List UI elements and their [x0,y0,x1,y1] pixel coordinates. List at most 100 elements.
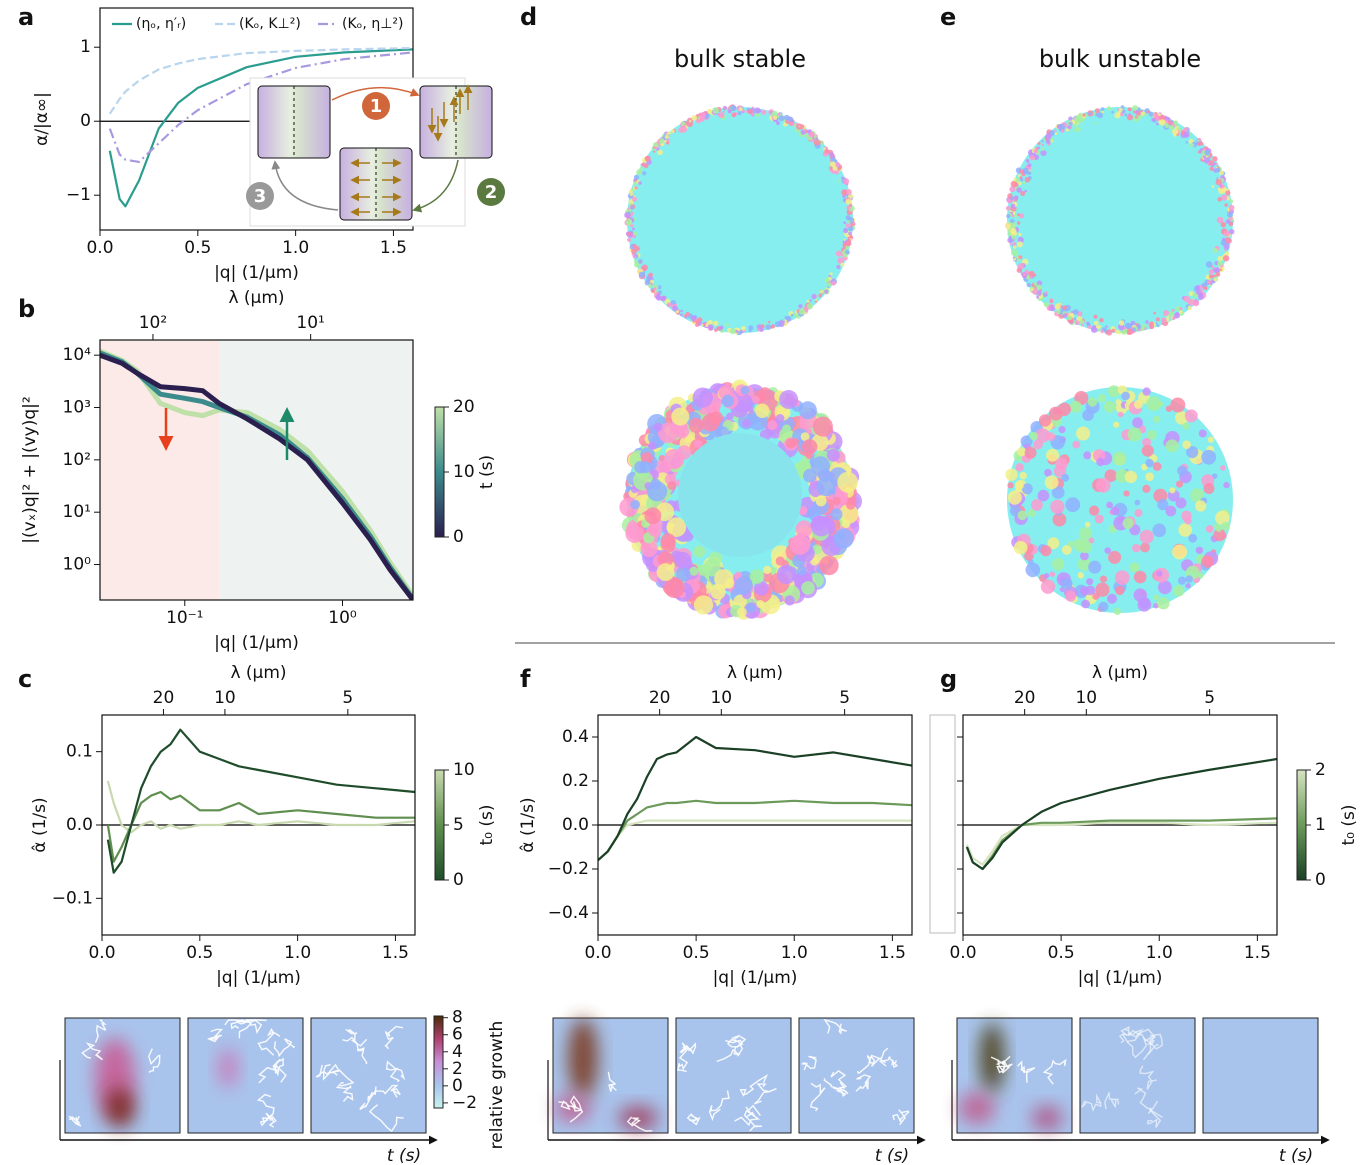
step-badge [246,182,274,210]
domain-patch [1177,576,1187,585]
domain-patch [832,496,841,506]
y-tick-label: 10³ [63,398,91,418]
domain-patch [1155,122,1159,126]
domain-patch [1011,214,1015,218]
domain-patch [1172,317,1176,320]
domain-patch [1016,221,1021,225]
domain-patch [845,500,856,510]
y-tick-label: 10⁴ [63,345,92,365]
simulation-title: bulk unstable [1039,45,1201,73]
y-axis-label: α/|α∞| [32,92,52,146]
domain-patch [646,276,650,280]
domain-patch [737,111,742,116]
domain-patch [1216,216,1224,224]
domain-patch [712,107,719,114]
domain-patch [1061,473,1070,482]
domain-patch [662,295,667,300]
domain-patch [709,110,713,114]
domain-patch [1036,284,1042,290]
domain-patch [1183,127,1189,132]
domain-patch [754,580,769,596]
domain-patch [1198,429,1207,438]
defect-line [726,1034,747,1057]
domain-patch [849,203,853,207]
y-tick-label: 10⁰ [63,555,92,575]
domain-patch [1036,295,1039,299]
defect-line [569,1095,583,1112]
domain-patch [1037,146,1041,150]
simulation-title: bulk stable [674,45,806,73]
defect-line [261,1112,277,1128]
domain-patch [691,115,697,121]
domain-patch [1052,558,1065,571]
domain-patch [1118,331,1122,335]
domain-patch [1068,121,1073,126]
domain-patch [1088,112,1092,116]
x-tick-label: 0.5 [1048,943,1075,963]
domain-patch [1058,426,1066,434]
domain-patch [1007,232,1012,236]
domain-patch [1185,575,1193,583]
domain-patch [726,412,734,420]
domain-patch [1095,582,1110,597]
defect-line [315,1064,332,1081]
domain-patch [722,110,726,113]
defect-line [878,1056,899,1069]
domain-patch [1220,465,1226,471]
domain-patch [1016,241,1023,248]
legend-label: (ηₒ, η′ᵣ) [136,16,186,32]
domain-patch [1130,116,1133,119]
defect-line [327,1063,355,1087]
domain-patch [1065,128,1070,132]
domain-patch [1146,110,1150,114]
defect-line [716,1039,744,1063]
colorbar-tick-label: 10 [453,462,475,482]
domain-patch [847,220,851,223]
colorbar [1296,769,1307,881]
domain-patch [718,112,725,119]
domain-patch [647,481,668,502]
domain-patch [1067,541,1075,548]
domain-patch [1008,221,1011,224]
y-tick-label: −0.1 [52,888,93,908]
domain-patch [1027,163,1032,168]
domain-patch [672,305,678,312]
x2-tick-label: 20 [1014,688,1036,708]
domain-patch [1145,472,1154,482]
domain-patch [734,329,739,333]
domain-patch [843,253,848,258]
domain-patch [1070,313,1074,316]
domain-patch [1217,197,1222,202]
domain-patch [1007,193,1013,199]
panel-letter: b [18,295,35,323]
domain-patch [1123,490,1130,497]
domain-patch [1133,570,1147,584]
domain-patch [1195,500,1207,512]
domain-patch [803,128,807,132]
domain-patch [1182,422,1190,430]
domain-patch [686,121,693,128]
defect-line [823,1018,848,1035]
domain-patch [1101,110,1104,114]
domain-patch [1067,125,1071,129]
domain-patch [1060,129,1065,133]
defect-line [679,1042,697,1055]
domain-patch [768,320,771,324]
domain-patch [1114,570,1130,585]
domain-patch [1020,178,1024,182]
domain-patch [1229,229,1235,235]
domain-patch [648,527,658,537]
y-tick-label: 1 [80,37,91,57]
domain-patch [1082,409,1094,422]
domain-patch [1174,123,1178,127]
domain-patch [1077,557,1091,571]
x-tick-label: 1.0 [781,943,808,963]
domain-patch [1224,203,1228,207]
domain-patch [1168,311,1175,317]
domain-patch [809,299,812,302]
domain-patch [1073,538,1087,552]
colorbar-label: t₀ (s) [477,804,497,845]
domain-patch [1065,497,1081,513]
domain-patch [1056,309,1061,315]
